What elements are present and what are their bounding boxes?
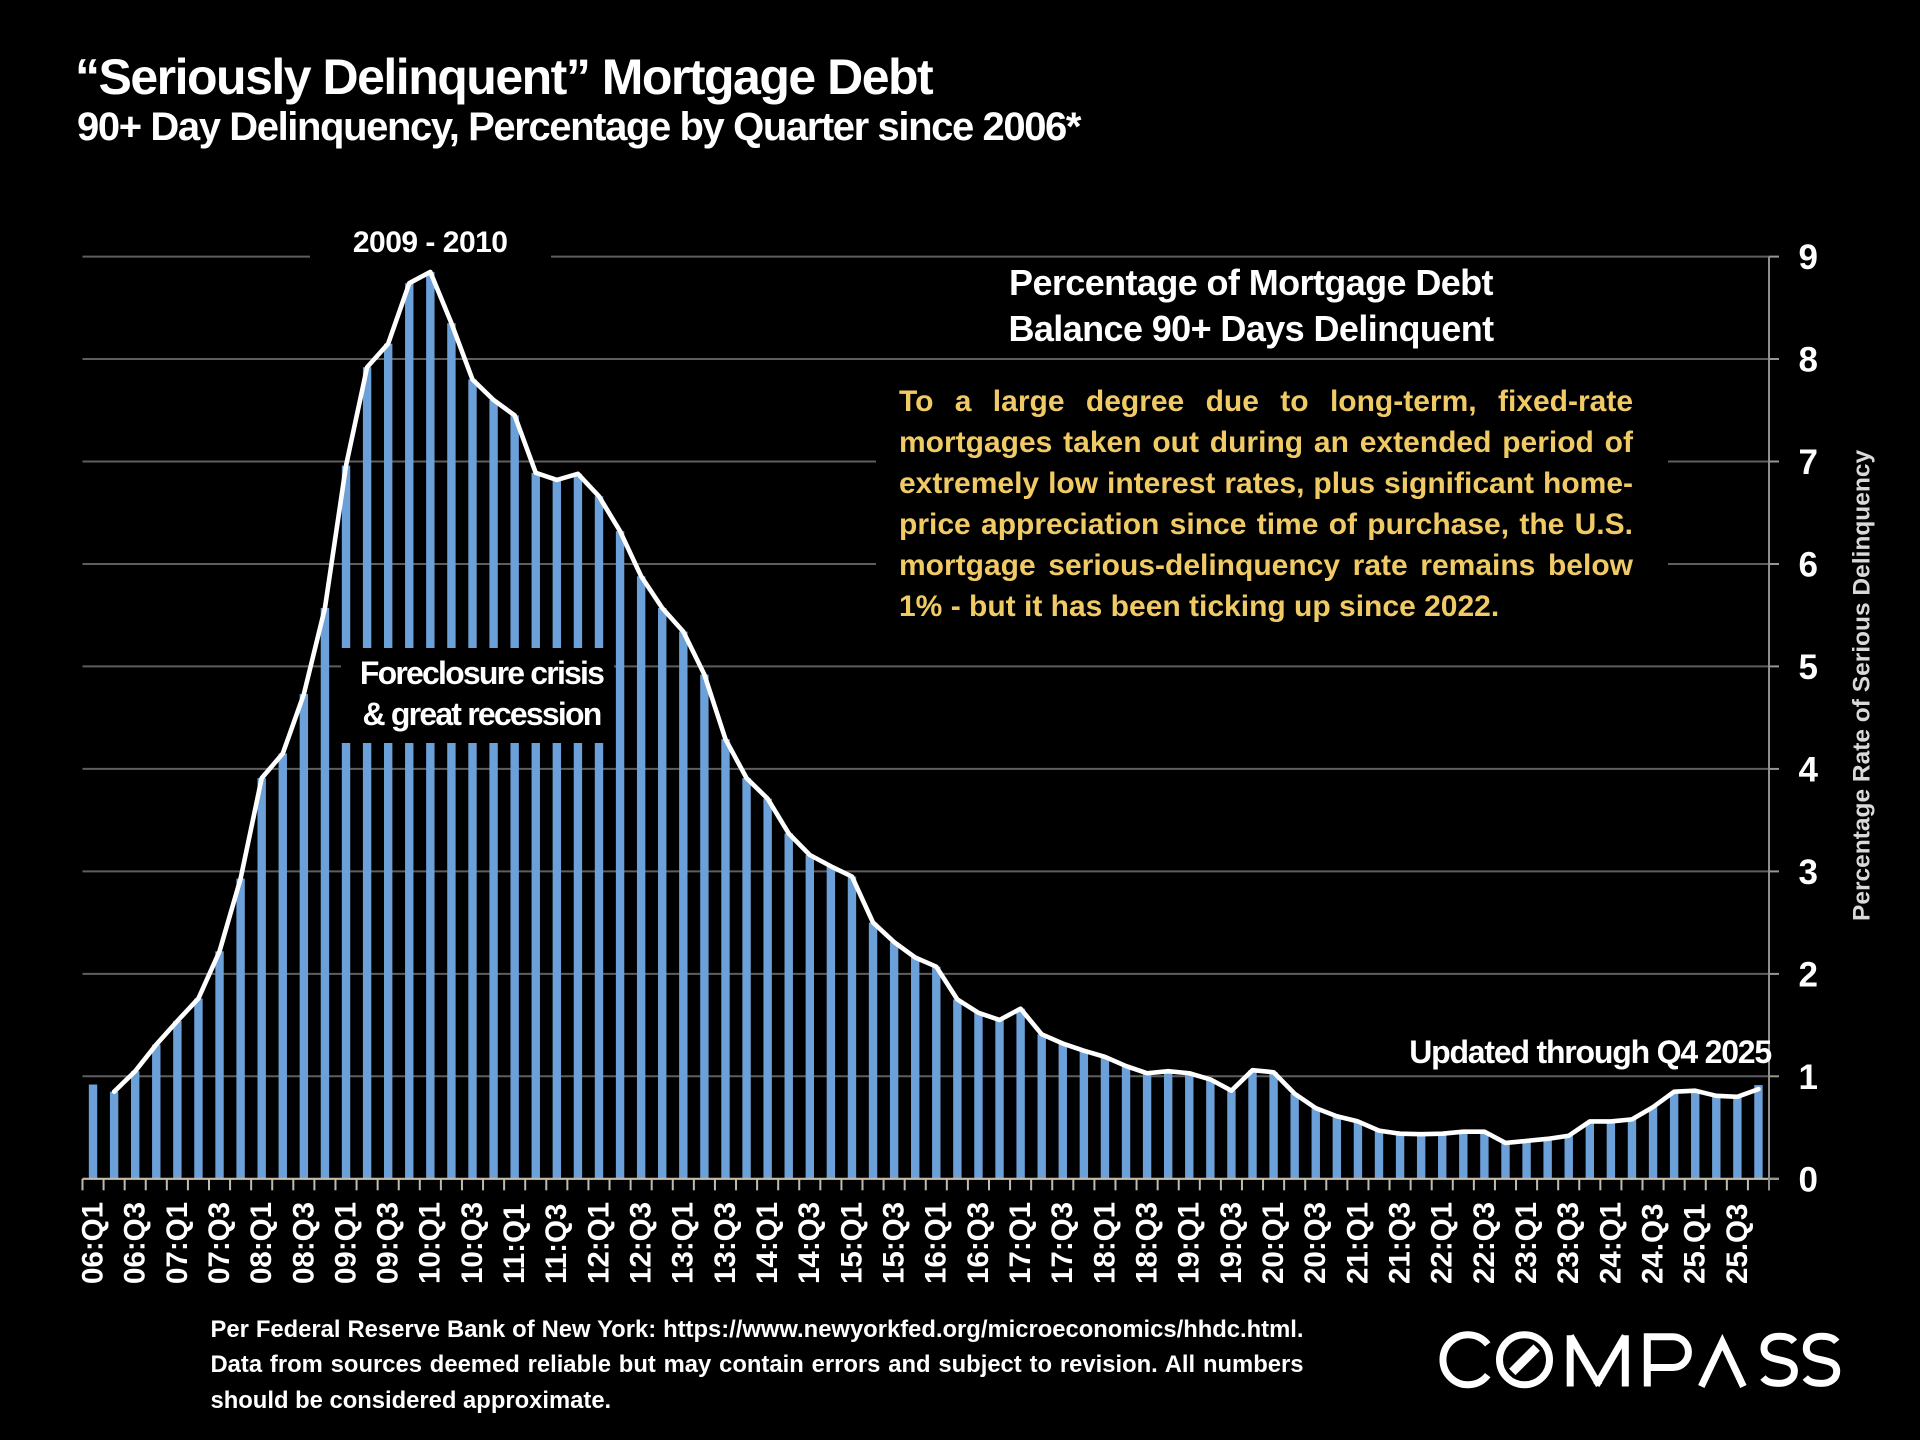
svg-text:08:Q1: 08:Q1 xyxy=(245,1202,278,1284)
svg-text:24.Q3: 24.Q3 xyxy=(1636,1204,1669,1284)
svg-text:17:Q3: 17:Q3 xyxy=(1046,1202,1079,1284)
svg-text:18:Q1: 18:Q1 xyxy=(1088,1202,1121,1284)
svg-text:18:Q3: 18:Q3 xyxy=(1131,1202,1164,1284)
svg-text:13:Q3: 13:Q3 xyxy=(709,1202,742,1284)
svg-text:13:Q1: 13:Q1 xyxy=(667,1202,700,1284)
svg-text:07:Q1: 07:Q1 xyxy=(161,1202,194,1284)
svg-text:08:Q3: 08:Q3 xyxy=(287,1202,320,1284)
svg-text:14:Q1: 14:Q1 xyxy=(751,1202,784,1284)
svg-text:20:Q1: 20:Q1 xyxy=(1257,1202,1290,1284)
svg-text:20:Q3: 20:Q3 xyxy=(1299,1202,1332,1284)
svg-text:19:Q3: 19:Q3 xyxy=(1215,1202,1248,1284)
svg-text:2: 2 xyxy=(1799,956,1818,995)
svg-text:4: 4 xyxy=(1799,751,1819,790)
svg-text:17:Q1: 17:Q1 xyxy=(1004,1202,1037,1284)
svg-text:23:Q1: 23:Q1 xyxy=(1510,1202,1543,1284)
svg-text:11:Q1: 11:Q1 xyxy=(498,1204,531,1284)
svg-text:5: 5 xyxy=(1799,648,1818,687)
svg-text:6: 6 xyxy=(1799,546,1818,585)
svg-text:9: 9 xyxy=(1799,238,1818,277)
svg-text:15:Q3: 15:Q3 xyxy=(878,1202,911,1284)
svg-text:21:Q3: 21:Q3 xyxy=(1383,1202,1416,1284)
svg-text:3: 3 xyxy=(1799,853,1818,892)
svg-text:22:Q3: 22:Q3 xyxy=(1468,1202,1501,1284)
svg-text:07:Q3: 07:Q3 xyxy=(203,1202,236,1284)
svg-text:0: 0 xyxy=(1799,1160,1818,1199)
svg-text:25.Q3: 25.Q3 xyxy=(1721,1204,1754,1284)
svg-text:19:Q1: 19:Q1 xyxy=(1173,1202,1206,1284)
svg-text:12:Q3: 12:Q3 xyxy=(625,1202,658,1284)
svg-text:1: 1 xyxy=(1799,1058,1818,1097)
svg-text:09:Q3: 09:Q3 xyxy=(372,1202,405,1284)
svg-text:15:Q1: 15:Q1 xyxy=(835,1202,868,1284)
svg-text:23:Q3: 23:Q3 xyxy=(1552,1202,1585,1284)
svg-text:12:Q1: 12:Q1 xyxy=(582,1202,615,1284)
svg-text:11:Q3: 11:Q3 xyxy=(540,1204,573,1284)
svg-text:14:Q3: 14:Q3 xyxy=(793,1202,826,1284)
svg-text:16:Q1: 16:Q1 xyxy=(920,1202,953,1284)
svg-text:24:Q1: 24:Q1 xyxy=(1594,1202,1627,1284)
svg-text:16:Q3: 16:Q3 xyxy=(962,1202,995,1284)
svg-text:10:Q1: 10:Q1 xyxy=(414,1202,447,1284)
svg-text:06:Q1: 06:Q1 xyxy=(76,1202,109,1284)
svg-text:21:Q1: 21:Q1 xyxy=(1341,1202,1374,1284)
svg-text:22:Q1: 22:Q1 xyxy=(1426,1202,1459,1284)
svg-text:09:Q1: 09:Q1 xyxy=(329,1202,362,1284)
svg-text:10:Q3: 10:Q3 xyxy=(456,1202,489,1284)
svg-text:06:Q3: 06:Q3 xyxy=(119,1202,152,1284)
svg-text:25.Q1: 25.Q1 xyxy=(1679,1204,1712,1284)
svg-text:8: 8 xyxy=(1799,341,1818,380)
svg-text:7: 7 xyxy=(1799,443,1818,482)
svg-text:Percentage Rate of Serious Del: Percentage Rate of Serious Delinquency xyxy=(1849,450,1876,921)
